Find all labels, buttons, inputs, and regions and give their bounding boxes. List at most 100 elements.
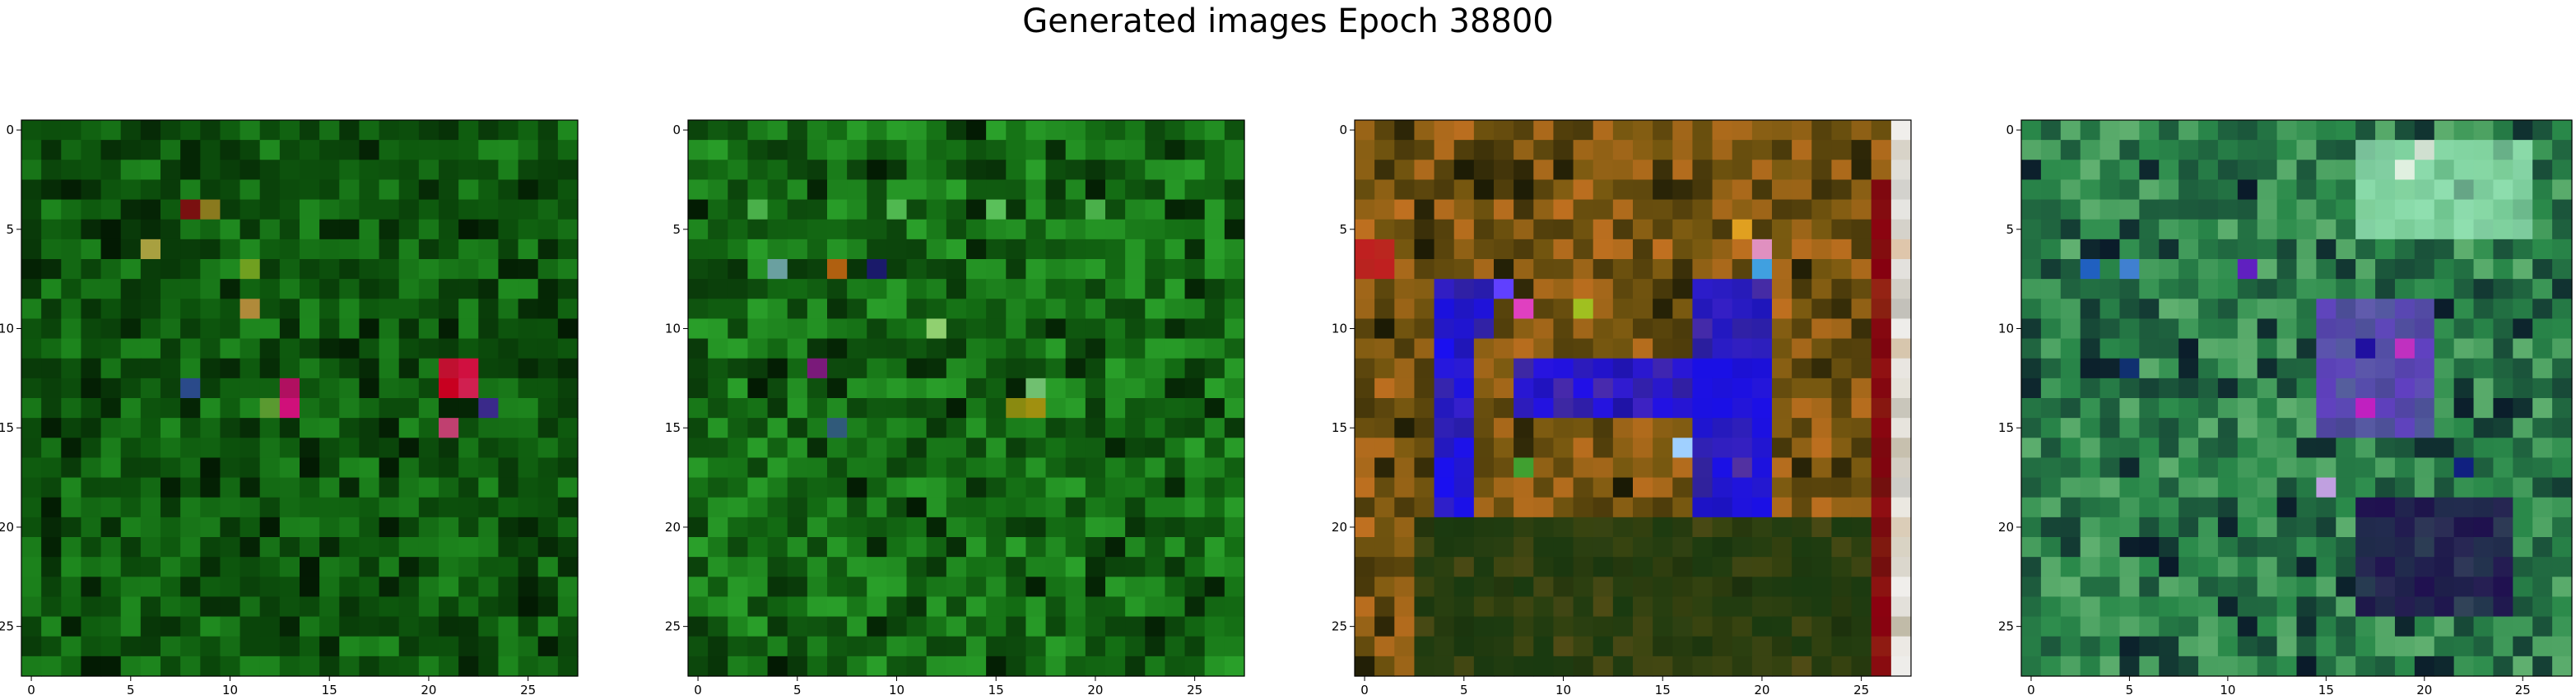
pixel-cell	[1085, 318, 1106, 340]
pixel-cell	[2316, 457, 2337, 479]
pixel-cell	[728, 537, 749, 558]
pixel-cell	[100, 418, 122, 438]
pixel-cell	[259, 199, 281, 220]
pixel-cell	[1553, 120, 1574, 141]
pixel-cell	[81, 656, 102, 677]
pixel-cell	[439, 378, 459, 399]
pixel-cell	[2178, 219, 2199, 240]
pixel-cell	[239, 279, 261, 299]
pixel-cell	[2414, 497, 2435, 518]
pixel-cell	[1573, 120, 1594, 141]
pixel-cell	[259, 378, 281, 399]
pixel-cell	[2217, 338, 2239, 359]
pixel-cell	[1751, 656, 1773, 677]
pixel-cell	[1612, 120, 1634, 141]
pixel-cell	[1573, 239, 1594, 260]
pixel-cell	[2493, 179, 2513, 201]
pixel-cell	[2276, 537, 2298, 558]
pixel-cell	[120, 140, 142, 160]
pixel-cell	[200, 219, 221, 240]
pixel-cell	[379, 616, 400, 637]
pixel-cell	[1374, 517, 1395, 538]
pixel-cell	[61, 537, 82, 558]
pixel-cell	[439, 497, 459, 518]
pixel-cell	[61, 378, 82, 399]
pixel-cell	[200, 358, 221, 379]
pixel-cell	[1473, 497, 1495, 518]
pixel-cell	[807, 358, 828, 379]
pixel-cell	[1374, 596, 1395, 618]
pixel-cell	[1593, 219, 1614, 240]
pixel-cell	[498, 557, 519, 577]
pixel-cell	[1434, 418, 1455, 438]
pixel-cell	[1204, 477, 1225, 498]
pixel-cell	[1184, 557, 1206, 577]
pixel-cell	[2375, 259, 2396, 280]
pixel-cell	[1374, 577, 1395, 598]
pixel-cell	[2355, 656, 2376, 677]
pixel-cell	[2414, 120, 2435, 141]
pixel-cell	[81, 179, 102, 201]
pixel-cell	[557, 160, 579, 181]
pixel-cell	[2198, 537, 2219, 558]
pixel-cell	[458, 438, 479, 459]
pixel-cell	[807, 438, 828, 459]
pixel-cell	[2453, 318, 2475, 340]
pixel-cell	[2434, 299, 2455, 320]
pixel-cell	[2119, 557, 2140, 577]
pixel-cell	[2217, 418, 2239, 438]
pixel-cell	[120, 438, 142, 459]
pixel-cell	[926, 577, 947, 598]
pixel-cell	[1871, 318, 1892, 340]
pixel-cell	[2532, 636, 2553, 657]
pixel-cell	[1751, 120, 1773, 141]
pixel-cell	[2276, 636, 2298, 657]
pixel-cell	[1672, 497, 1694, 518]
pixel-cell	[379, 517, 400, 538]
pixel-cell	[688, 517, 709, 538]
pixel-cell	[2060, 616, 2081, 637]
pixel-cell	[2453, 457, 2475, 479]
pixel-cell	[2473, 517, 2495, 538]
pixel-cell	[2394, 338, 2416, 359]
pixel-cell	[379, 358, 400, 379]
pixel-cell	[557, 219, 579, 240]
pixel-grid	[688, 120, 1245, 677]
pixel-cell	[61, 318, 82, 340]
pixel-cell	[2099, 140, 2121, 160]
pixel-cell	[906, 517, 928, 538]
pixel-cell	[1871, 596, 1892, 618]
pixel-cell	[1851, 398, 1872, 419]
pixel-cell	[986, 318, 1007, 340]
pixel-cell	[2040, 259, 2062, 280]
pixel-cell	[1374, 656, 1395, 677]
pixel-cell	[2060, 219, 2081, 240]
pixel-cell	[906, 140, 928, 160]
pixel-cell	[886, 636, 908, 657]
pixel-cell	[1145, 477, 1166, 498]
pixel-cell	[2198, 338, 2219, 359]
pixel-cell	[21, 636, 42, 657]
pixel-cell	[61, 338, 82, 359]
pixel-cell	[2473, 378, 2495, 399]
pixel-cell	[2159, 160, 2179, 181]
pixel-cell	[827, 477, 848, 498]
pixel-cell	[498, 378, 519, 399]
pixel-cell	[1653, 160, 1673, 181]
pixel-cell	[708, 219, 728, 240]
pixel-cell	[1065, 160, 1086, 181]
pixel-cell	[379, 537, 400, 558]
pixel-cell	[1692, 318, 1713, 340]
pixel-cell	[1732, 457, 1753, 479]
pixel-cell	[2198, 656, 2219, 677]
pixel-cell	[1025, 537, 1047, 558]
pixel-cell	[1831, 418, 1853, 438]
pixel-cell	[41, 537, 62, 558]
pixel-cell	[2040, 279, 2062, 299]
pixel-cell	[81, 219, 102, 240]
pixel-cell	[200, 378, 221, 399]
pixel-cell	[1184, 577, 1206, 598]
pixel-cell	[239, 517, 261, 538]
pixel-cell	[339, 517, 360, 538]
pixel-cell	[1453, 418, 1475, 438]
